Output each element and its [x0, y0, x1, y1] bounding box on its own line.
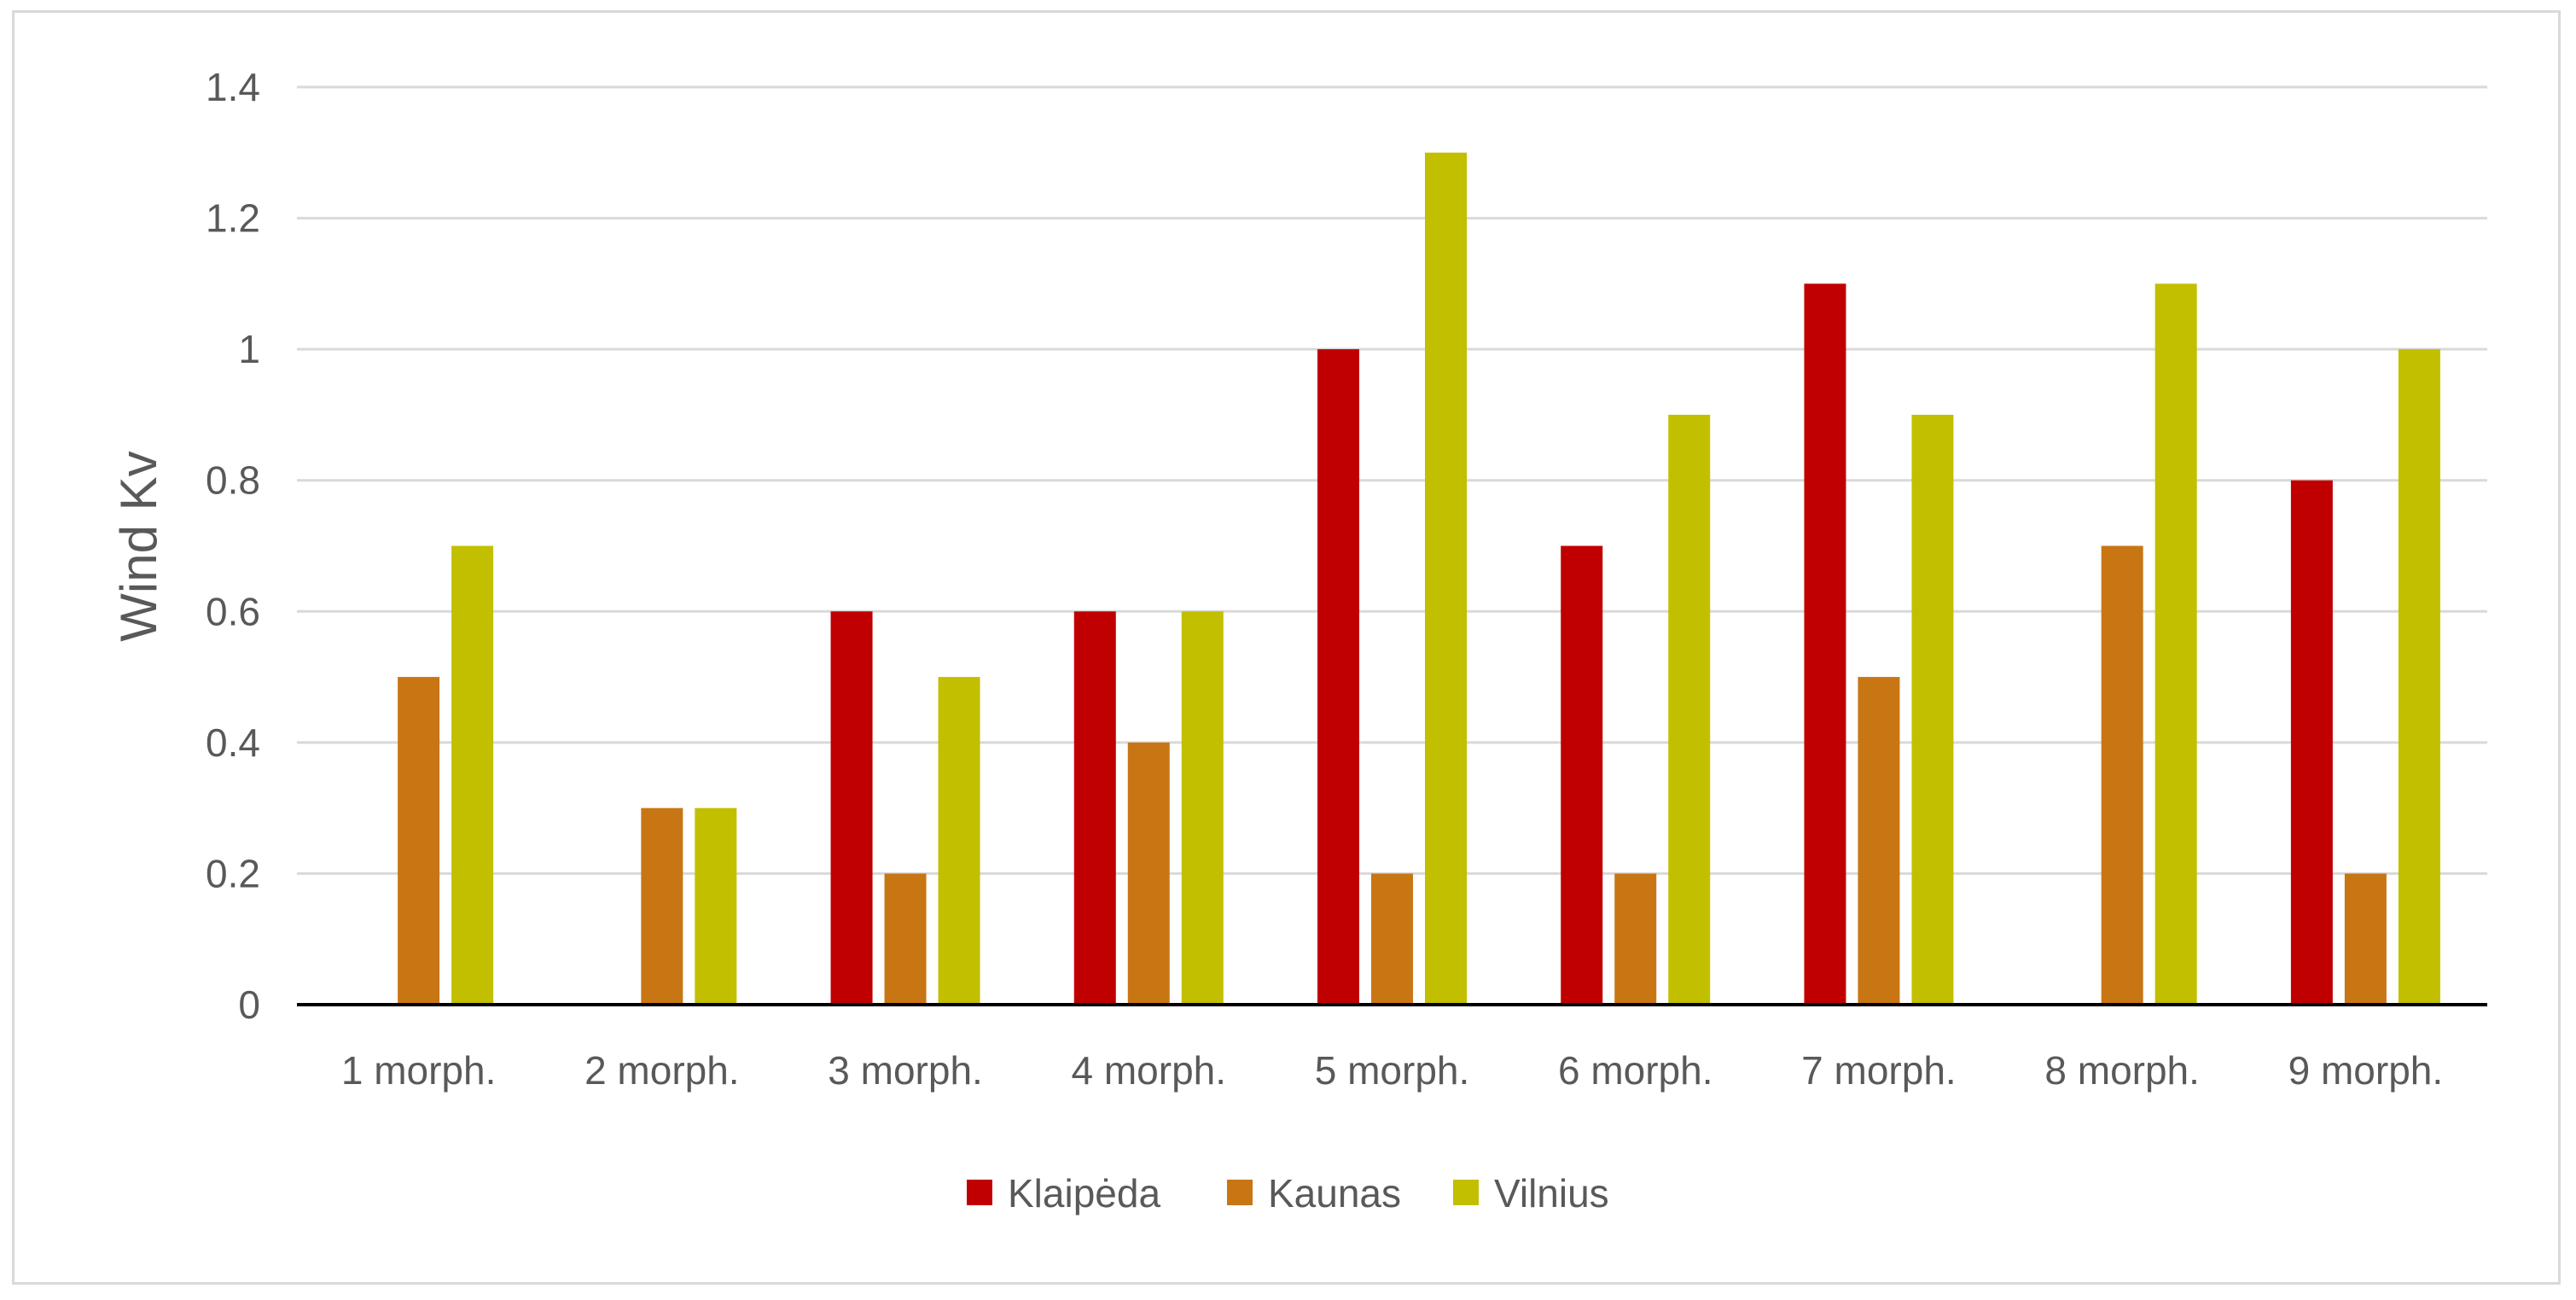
x-tick-label: 3 morph.	[828, 1048, 983, 1093]
bar-klaip-da	[2290, 480, 2333, 1005]
y-tick-label: 1.2	[206, 196, 260, 241]
y-axis-ticks: 0 0.2 0.4 0.6 0.8 1 1.2 1.4	[206, 65, 260, 1027]
y-tick-label: 1	[238, 327, 260, 371]
x-tick-label: 8 morph.	[2044, 1048, 2200, 1093]
bar-kaunas	[398, 677, 440, 1005]
x-tick-label: 9 morph.	[2288, 1048, 2444, 1093]
bar-vilnius	[1181, 611, 1224, 1005]
legend-label: Klaipėda	[1008, 1171, 1160, 1215]
legend-label: Vilnius	[1494, 1171, 1609, 1215]
bar-vilnius	[2398, 349, 2440, 1006]
y-tick-label: 1.4	[206, 65, 260, 109]
y-tick-label: 0.6	[206, 589, 260, 633]
y-tick-label: 0	[238, 982, 260, 1027]
bar-klaip-da	[830, 611, 873, 1005]
bar-klaip-da	[1804, 283, 1846, 1005]
legend-swatch	[967, 1180, 992, 1205]
legend: Klaipėda Kaunas Vilnius	[967, 1171, 1609, 1215]
bar-klaip-da	[1317, 349, 1359, 1006]
y-tick-label: 0.8	[206, 458, 260, 503]
bar-kaunas	[1614, 873, 1657, 1005]
bar-vilnius	[1425, 152, 1467, 1006]
bar-kaunas	[2101, 545, 2143, 1005]
y-axis-title: Wind Kv	[110, 451, 167, 641]
x-tick-label: 5 morph.	[1315, 1048, 1470, 1093]
bar-kaunas	[884, 873, 927, 1005]
bar-vilnius	[1668, 414, 1711, 1005]
x-tick-label: 6 morph.	[1558, 1048, 1713, 1093]
bars	[398, 152, 2440, 1006]
bar-vilnius	[1911, 414, 1954, 1005]
x-tick-label: 7 morph.	[1801, 1048, 1957, 1093]
legend-swatch	[1227, 1180, 1253, 1205]
bar-vilnius	[451, 545, 494, 1005]
x-tick-label: 4 morph.	[1072, 1048, 1227, 1093]
bar-kaunas	[1371, 873, 1413, 1005]
x-axis-ticks: 1 morph. 2 morph. 3 morph. 4 morph. 5 morph.…	[341, 1048, 2443, 1093]
legend-swatch	[1453, 1180, 1479, 1205]
bar-klaip-da	[1073, 611, 1116, 1005]
x-tick-label: 1 morph.	[341, 1048, 497, 1093]
bar-klaip-da	[1561, 545, 1603, 1005]
bar-kaunas	[2344, 873, 2387, 1005]
bar-vilnius	[938, 677, 980, 1005]
bar-vilnius	[695, 807, 737, 1005]
y-tick-label: 0.2	[206, 851, 260, 895]
x-tick-label: 2 morph.	[584, 1048, 740, 1093]
bar-vilnius	[2154, 283, 2197, 1005]
bar-kaunas	[1858, 677, 1900, 1005]
bar-kaunas	[1127, 742, 1170, 1005]
legend-label: Kaunas	[1268, 1171, 1401, 1215]
bar-kaunas	[641, 807, 683, 1005]
y-tick-label: 0.4	[206, 720, 260, 765]
